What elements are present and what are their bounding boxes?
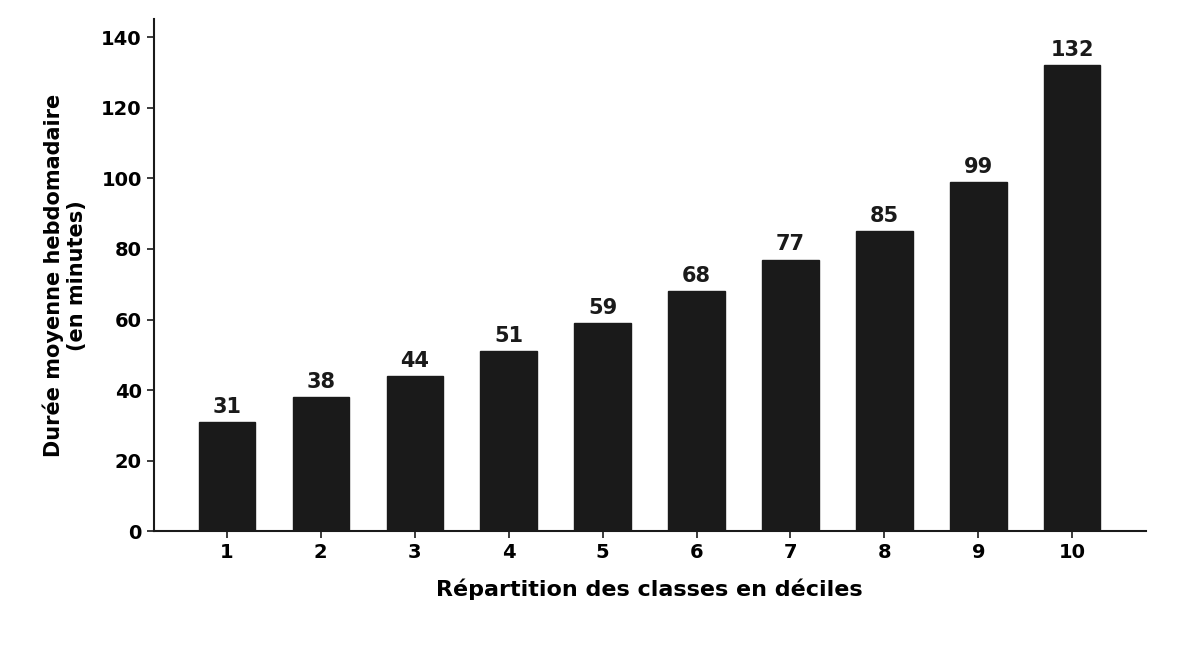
Y-axis label: Durée moyenne hebdomadaire
(en minutes): Durée moyenne hebdomadaire (en minutes) (43, 94, 87, 457)
Bar (574, 323, 631, 531)
Bar (198, 422, 255, 531)
Bar (386, 376, 443, 531)
Bar (668, 292, 725, 531)
Text: 68: 68 (681, 266, 711, 286)
Text: 59: 59 (588, 298, 618, 318)
Text: 44: 44 (400, 351, 429, 371)
Text: 77: 77 (776, 234, 805, 254)
Text: 85: 85 (870, 206, 899, 226)
Bar (293, 397, 348, 531)
Bar (481, 351, 537, 531)
Text: 132: 132 (1051, 40, 1094, 60)
Text: 99: 99 (964, 157, 993, 176)
Bar (1044, 65, 1101, 531)
Text: 38: 38 (306, 372, 335, 392)
Bar (951, 182, 1006, 531)
Bar (856, 231, 913, 531)
Text: 51: 51 (494, 326, 523, 346)
X-axis label: Répartition des classes en déciles: Répartition des classes en déciles (436, 579, 863, 600)
Bar (762, 259, 818, 531)
Text: 31: 31 (213, 397, 241, 417)
